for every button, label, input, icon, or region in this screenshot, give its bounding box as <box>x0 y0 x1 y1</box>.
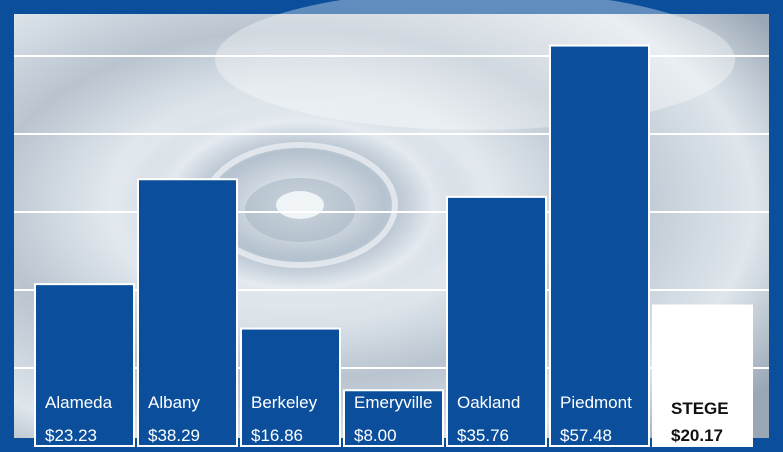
bar-category-label: Piedmont <box>560 393 632 412</box>
bar-value-label: $20.17 <box>671 426 723 445</box>
bar-value-label: $57.48 <box>560 426 612 445</box>
bar <box>240 327 341 447</box>
bar-category-label: Berkeley <box>251 393 318 412</box>
bar <box>652 304 753 447</box>
bar-value-label: $23.23 <box>45 426 97 445</box>
bar <box>446 195 547 447</box>
bar <box>343 389 444 447</box>
bar-value-label: $38.29 <box>148 426 200 445</box>
bar-category-label: Albany <box>148 393 200 412</box>
bar <box>137 178 238 447</box>
bar-category-label: Emeryville <box>354 393 432 412</box>
bar-category-label: STEGE <box>671 399 729 418</box>
bar <box>34 283 135 447</box>
splash-highlight <box>276 191 324 219</box>
bar-value-label: $35.76 <box>457 426 509 445</box>
bar-category-label: Alameda <box>45 393 113 412</box>
bar <box>549 44 650 447</box>
bar-value-label: $8.00 <box>354 426 397 445</box>
bar-category-label: Oakland <box>457 393 520 412</box>
bar-value-label: $16.86 <box>251 426 303 445</box>
